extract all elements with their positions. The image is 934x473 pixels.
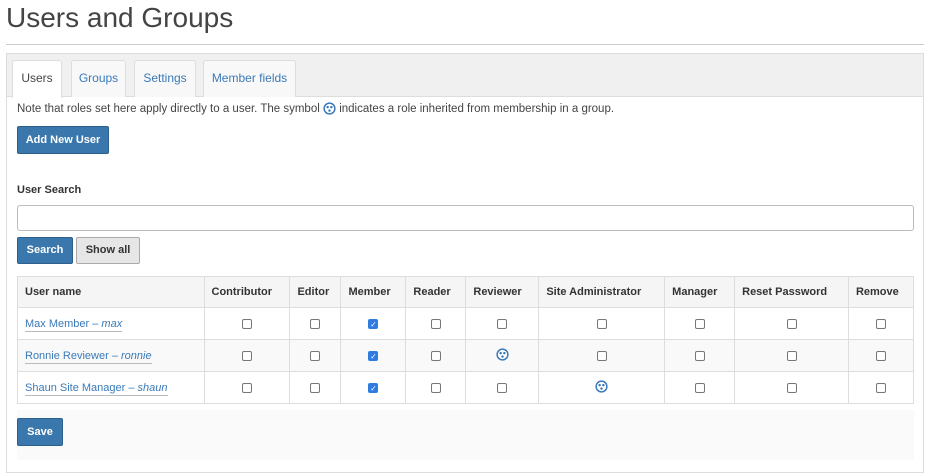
role-cell-reader: [405, 339, 467, 372]
user-search-label: User Search: [17, 184, 82, 196]
reset-password-checkbox[interactable]: [786, 350, 797, 361]
role-cell-editor: [289, 339, 342, 372]
role-cell-remove: [847, 307, 915, 340]
users-panel: Users Groups Settings Member fields Note…: [6, 53, 924, 473]
column-header: Reviewer: [465, 276, 540, 308]
role-cell-manager: [664, 307, 736, 340]
editor-checkbox[interactable]: [310, 382, 321, 393]
editor-checkbox[interactable]: [310, 318, 321, 329]
tab-groups[interactable]: Groups: [71, 60, 126, 97]
column-header: Reader: [405, 276, 467, 308]
role-cell-reader: [405, 307, 467, 340]
role-cell-editor: [289, 307, 342, 340]
manager-checkbox[interactable]: [694, 382, 705, 393]
role-cell-site-administrator: [538, 371, 666, 404]
user-link[interactable]: Ronnie Reviewer – ronnie: [25, 349, 152, 364]
manager-checkbox[interactable]: [694, 318, 705, 329]
tab-member-fields[interactable]: Member fields: [203, 60, 296, 97]
site-administrator-checkbox[interactable]: [596, 350, 607, 361]
tab-bar: Users Groups Settings Member fields: [7, 54, 923, 98]
role-cell-reviewer: [465, 307, 540, 340]
save-button[interactable]: Save: [17, 418, 63, 446]
user-fullname: Shaun Site Manager: [25, 381, 126, 394]
role-cell-member: ✓: [340, 307, 407, 340]
role-cell-member: ✓: [340, 371, 407, 404]
remove-checkbox[interactable]: [875, 382, 886, 393]
remove-checkbox[interactable]: [875, 318, 886, 329]
note-text: indicates a role inherited from membersh…: [339, 103, 615, 115]
role-cell-manager: [664, 339, 736, 372]
role-cell-editor: [289, 371, 342, 404]
contributor-checkbox[interactable]: [241, 318, 252, 329]
column-header: Reset Password: [734, 276, 849, 308]
user-id: ronnie: [121, 349, 152, 362]
column-header: Editor: [289, 276, 342, 308]
column-header: User name: [17, 276, 205, 308]
note-text: Note that roles set here apply directly …: [17, 103, 320, 115]
table-row: Ronnie Reviewer – ronnie ✓: [17, 339, 915, 372]
users-table: User name Contributor Editor Member Reader Re…: [17, 276, 915, 404]
role-cell-member: ✓: [340, 339, 407, 372]
role-cell-contributor: [203, 371, 291, 404]
column-header: Remove: [847, 276, 915, 308]
role-cell-reset-password: [734, 371, 849, 404]
add-new-user-button[interactable]: Add New User: [17, 126, 109, 154]
site-administrator-checkbox[interactable]: [596, 318, 607, 329]
role-cell-reviewer: [465, 339, 540, 372]
user-id: max: [101, 317, 123, 330]
reader-checkbox[interactable]: [430, 350, 441, 361]
user-search-input[interactable]: [17, 205, 914, 231]
user-link[interactable]: Max Member – max: [25, 317, 123, 332]
role-cell-reviewer: [465, 371, 540, 404]
reviewer-checkbox[interactable]: [497, 318, 508, 329]
user-id: shaun: [137, 381, 168, 394]
user-fullname: Ronnie Reviewer: [25, 349, 109, 362]
reset-password-checkbox[interactable]: [786, 318, 797, 329]
inherited-role-icon: [595, 379, 608, 393]
role-cell-reader: [405, 371, 467, 404]
reset-password-checkbox[interactable]: [786, 382, 797, 393]
member-checkbox[interactable]: ✓: [368, 318, 379, 329]
user-link[interactable]: Shaun Site Manager – shaun: [25, 381, 168, 396]
user-name-cell: Ronnie Reviewer – ronnie: [17, 339, 205, 372]
user-name-cell: Max Member – max: [17, 307, 205, 340]
column-header: Manager: [664, 276, 736, 308]
form-footer: Save: [17, 410, 914, 460]
role-cell-site-administrator: [538, 339, 666, 372]
tab-settings[interactable]: Settings: [134, 60, 196, 97]
roles-note: Note that roles set here apply directly …: [17, 102, 614, 115]
column-header: Contributor: [203, 276, 291, 308]
role-cell-manager: [664, 371, 736, 404]
role-cell-reset-password: [734, 339, 849, 372]
role-cell-contributor: [203, 307, 291, 340]
role-cell-reset-password: [734, 307, 849, 340]
page-title: Users and Groups: [6, 2, 234, 33]
contributor-checkbox[interactable]: [241, 382, 252, 393]
show-all-button[interactable]: Show all: [76, 237, 140, 264]
search-button[interactable]: Search: [17, 237, 73, 264]
divider: [6, 44, 924, 45]
inherited-role-icon: [323, 102, 336, 115]
editor-checkbox[interactable]: [310, 350, 321, 361]
reader-checkbox[interactable]: [430, 382, 441, 393]
column-header: Site Administrator: [538, 276, 666, 308]
member-checkbox[interactable]: ✓: [368, 382, 379, 393]
role-cell-remove: [847, 339, 915, 372]
contributor-checkbox[interactable]: [241, 350, 252, 361]
tab-users[interactable]: Users: [12, 60, 62, 98]
remove-checkbox[interactable]: [875, 350, 886, 361]
user-fullname: Max Member: [25, 317, 90, 330]
role-cell-contributor: [203, 339, 291, 372]
table-row: Shaun Site Manager – shaun ✓: [17, 371, 915, 404]
column-header: Member: [340, 276, 407, 308]
table-row: Max Member – max ✓: [17, 307, 915, 340]
inherited-role-icon: [496, 347, 509, 361]
member-checkbox[interactable]: ✓: [368, 350, 379, 361]
role-cell-site-administrator: [538, 307, 666, 340]
user-name-cell: Shaun Site Manager – shaun: [17, 371, 205, 404]
manager-checkbox[interactable]: [694, 350, 705, 361]
role-cell-remove: [847, 371, 915, 404]
reader-checkbox[interactable]: [430, 318, 441, 329]
reviewer-checkbox[interactable]: [497, 382, 508, 393]
